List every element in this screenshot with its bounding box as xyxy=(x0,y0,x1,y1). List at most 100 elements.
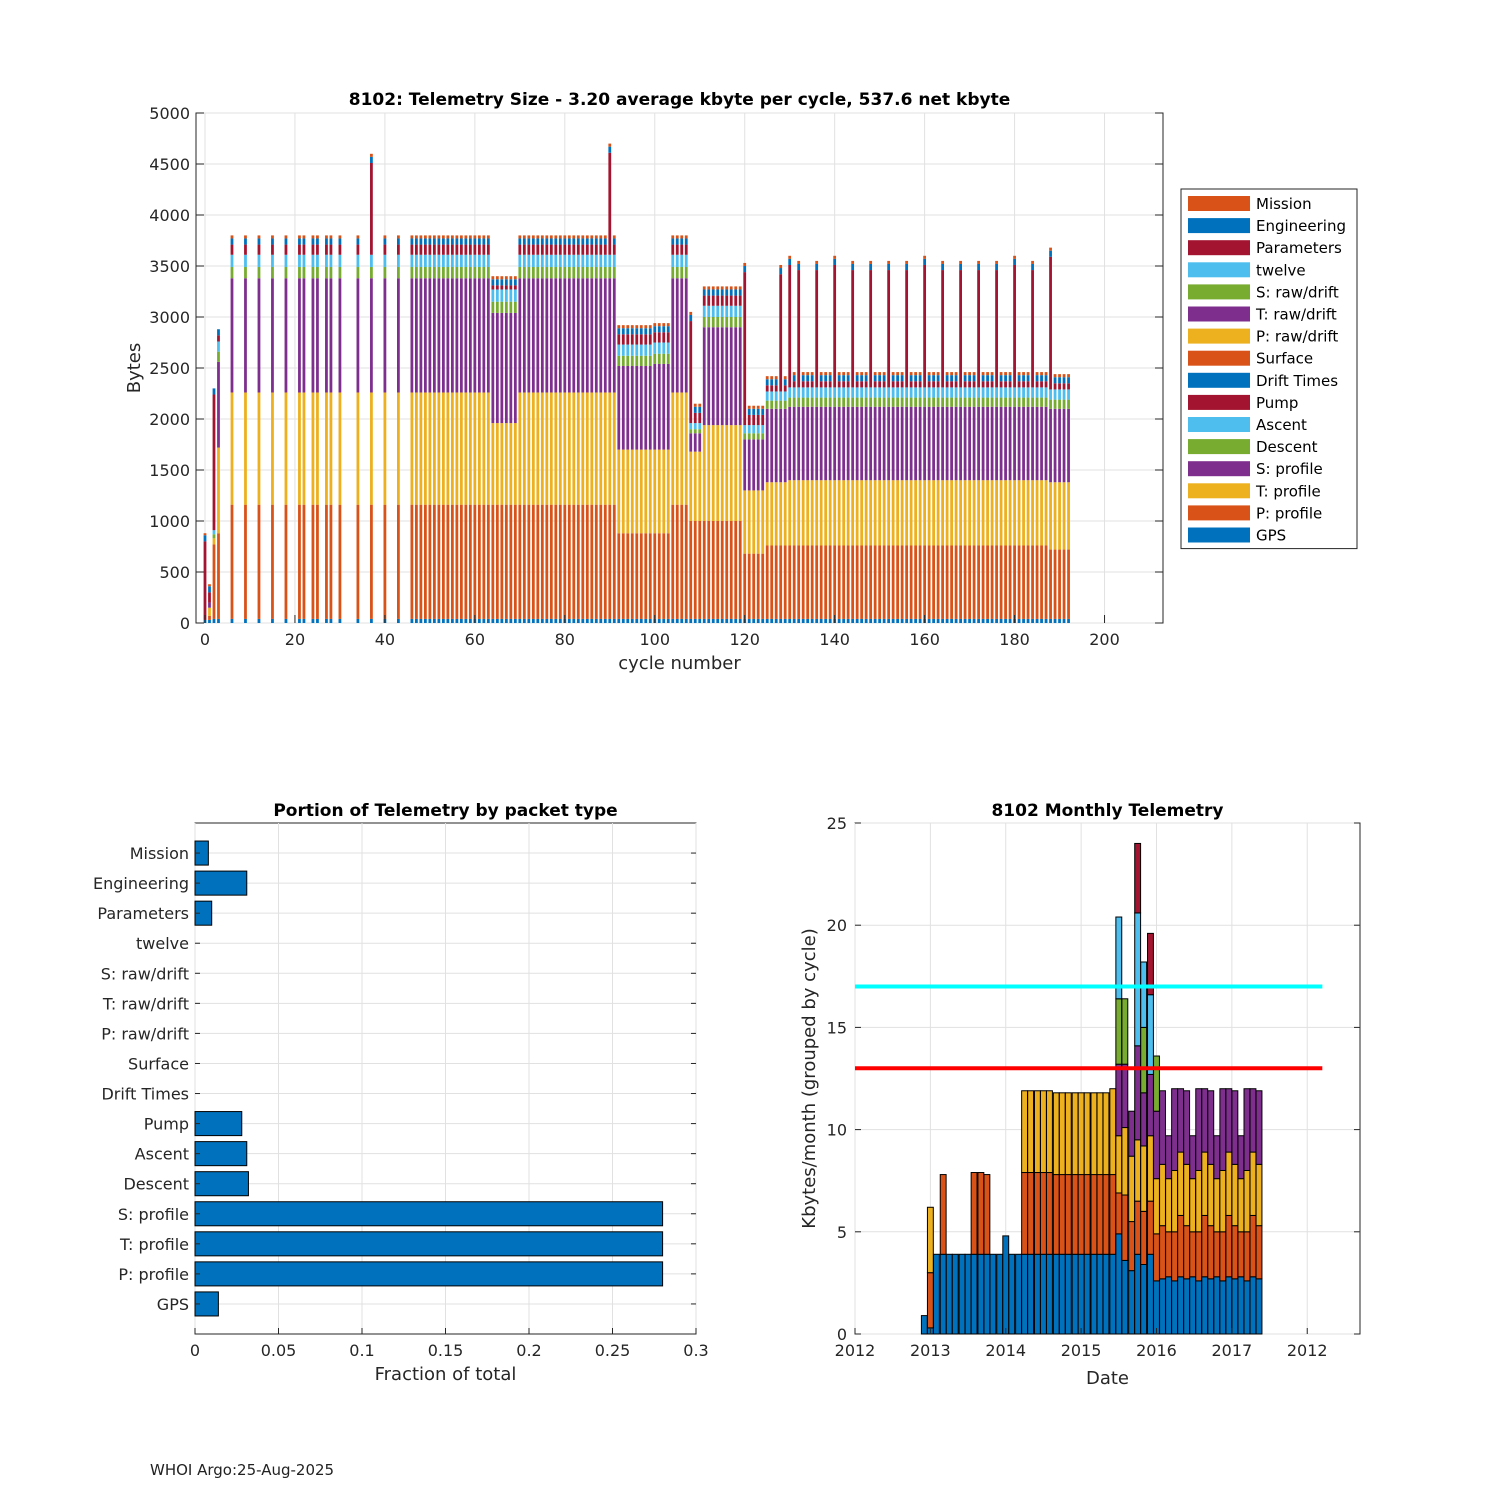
packet-portion-chart: 0 0.05 0.1 0.15 0.2 0.25 0.3MissionEngineering… xyxy=(93,801,709,1385)
bar-segment xyxy=(806,387,810,398)
bar-segment xyxy=(576,392,580,505)
bar-segment xyxy=(244,267,247,279)
bar-segment xyxy=(590,267,594,279)
month-bar xyxy=(939,1174,947,1335)
bar-segment xyxy=(977,618,980,623)
bar-segment xyxy=(563,254,567,268)
month-segment xyxy=(1255,1163,1263,1227)
bar-segment xyxy=(316,235,319,239)
bar-segment xyxy=(896,375,900,382)
month-bar xyxy=(926,1206,934,1335)
bar-segment xyxy=(680,618,684,623)
month-bar xyxy=(977,1172,985,1335)
bar-segment xyxy=(716,295,720,306)
month-segment xyxy=(1033,1172,1041,1255)
bar-segment xyxy=(608,254,612,268)
bar-segment xyxy=(1062,374,1066,378)
bar-segment xyxy=(698,403,702,407)
bar-segment xyxy=(1067,618,1070,623)
bar-segment xyxy=(370,153,373,157)
month-segment xyxy=(1096,1174,1104,1255)
bar-segment xyxy=(864,387,868,398)
bar-segment xyxy=(918,375,922,382)
bar-segment xyxy=(720,327,724,426)
bar-segment xyxy=(536,618,540,623)
bar-segment xyxy=(936,480,940,546)
x-tick-label: 80 xyxy=(555,630,575,649)
bar-segment xyxy=(1008,545,1012,619)
cycle-bar xyxy=(212,388,216,623)
bar-segment xyxy=(527,504,531,619)
bar-segment xyxy=(576,618,580,623)
bar-segment xyxy=(419,392,423,505)
bar-segment xyxy=(797,618,801,623)
bar-segment xyxy=(1035,372,1039,376)
bar-segment xyxy=(657,618,661,623)
cycle-bar xyxy=(927,372,931,623)
month-segment xyxy=(1064,1253,1072,1335)
bar-segment xyxy=(356,235,360,239)
bar-segment xyxy=(217,341,220,352)
bar-segment xyxy=(806,381,810,388)
bar-segment xyxy=(257,618,261,623)
bar-segment xyxy=(860,397,864,407)
bar-segment xyxy=(311,618,315,623)
telemetry-size-chart: 0 20 40 60 80 100 120 140 160 180 2000500100015002… xyxy=(124,90,1358,674)
bar-segment xyxy=(356,392,360,505)
bar-segment xyxy=(1026,545,1030,619)
cycle-bar xyxy=(950,372,954,623)
legend-swatch xyxy=(1188,394,1250,410)
bar-segment xyxy=(765,385,769,392)
bar-segment xyxy=(473,504,477,619)
bar-segment xyxy=(783,545,787,619)
month-segment xyxy=(1183,1225,1191,1280)
bar-segment xyxy=(1062,618,1066,623)
bar-segment xyxy=(666,332,670,343)
cycle-bar xyxy=(756,405,760,623)
bar-segment xyxy=(909,618,913,623)
bar-segment xyxy=(1004,397,1007,407)
bar-segment xyxy=(855,387,859,398)
bar-segment xyxy=(729,305,733,317)
bar-segment xyxy=(828,480,832,546)
bar-segment xyxy=(230,267,234,279)
bar-segment xyxy=(1053,408,1057,483)
bar-segment xyxy=(437,244,441,255)
month-segment xyxy=(1140,1145,1148,1212)
bar-segment xyxy=(1013,397,1016,407)
bar-segment xyxy=(446,267,450,279)
y-tick-label: 0 xyxy=(180,614,190,633)
y-tick-label: 15 xyxy=(827,1018,847,1037)
bar-segment xyxy=(887,263,891,271)
bar-segment xyxy=(774,408,778,483)
bar-segment xyxy=(941,480,945,546)
bar-segment xyxy=(513,504,517,619)
bar-segment xyxy=(972,618,976,623)
month-bar xyxy=(1033,1090,1041,1335)
month-segment xyxy=(1201,1151,1209,1216)
bar-segment xyxy=(540,618,544,623)
bar-segment xyxy=(783,618,787,623)
bar-segment xyxy=(887,545,891,619)
bar-segment xyxy=(1053,549,1057,619)
bar-segment xyxy=(680,244,684,255)
bar-segment xyxy=(837,372,841,376)
bar-segment xyxy=(747,405,751,409)
month-segment xyxy=(1033,1253,1041,1335)
month-segment xyxy=(1249,1151,1257,1216)
bar-segment xyxy=(1053,383,1057,390)
bar-segment xyxy=(765,482,769,546)
bar-segment xyxy=(846,372,850,376)
bar-segment xyxy=(1044,480,1048,546)
bar-segment xyxy=(851,263,855,271)
bar-segment xyxy=(788,255,792,259)
bar-segment xyxy=(891,397,895,407)
bar-segment xyxy=(707,425,711,521)
bar-segment xyxy=(972,381,976,388)
bar-segment xyxy=(302,278,306,393)
x-tick-label: 140 xyxy=(819,630,850,649)
bar-segment xyxy=(311,244,315,255)
bar-segment xyxy=(810,375,814,382)
bar-segment xyxy=(603,238,607,245)
top-chart-title: 8102: Telemetry Size - 3.20 average kbyt… xyxy=(349,90,1011,110)
